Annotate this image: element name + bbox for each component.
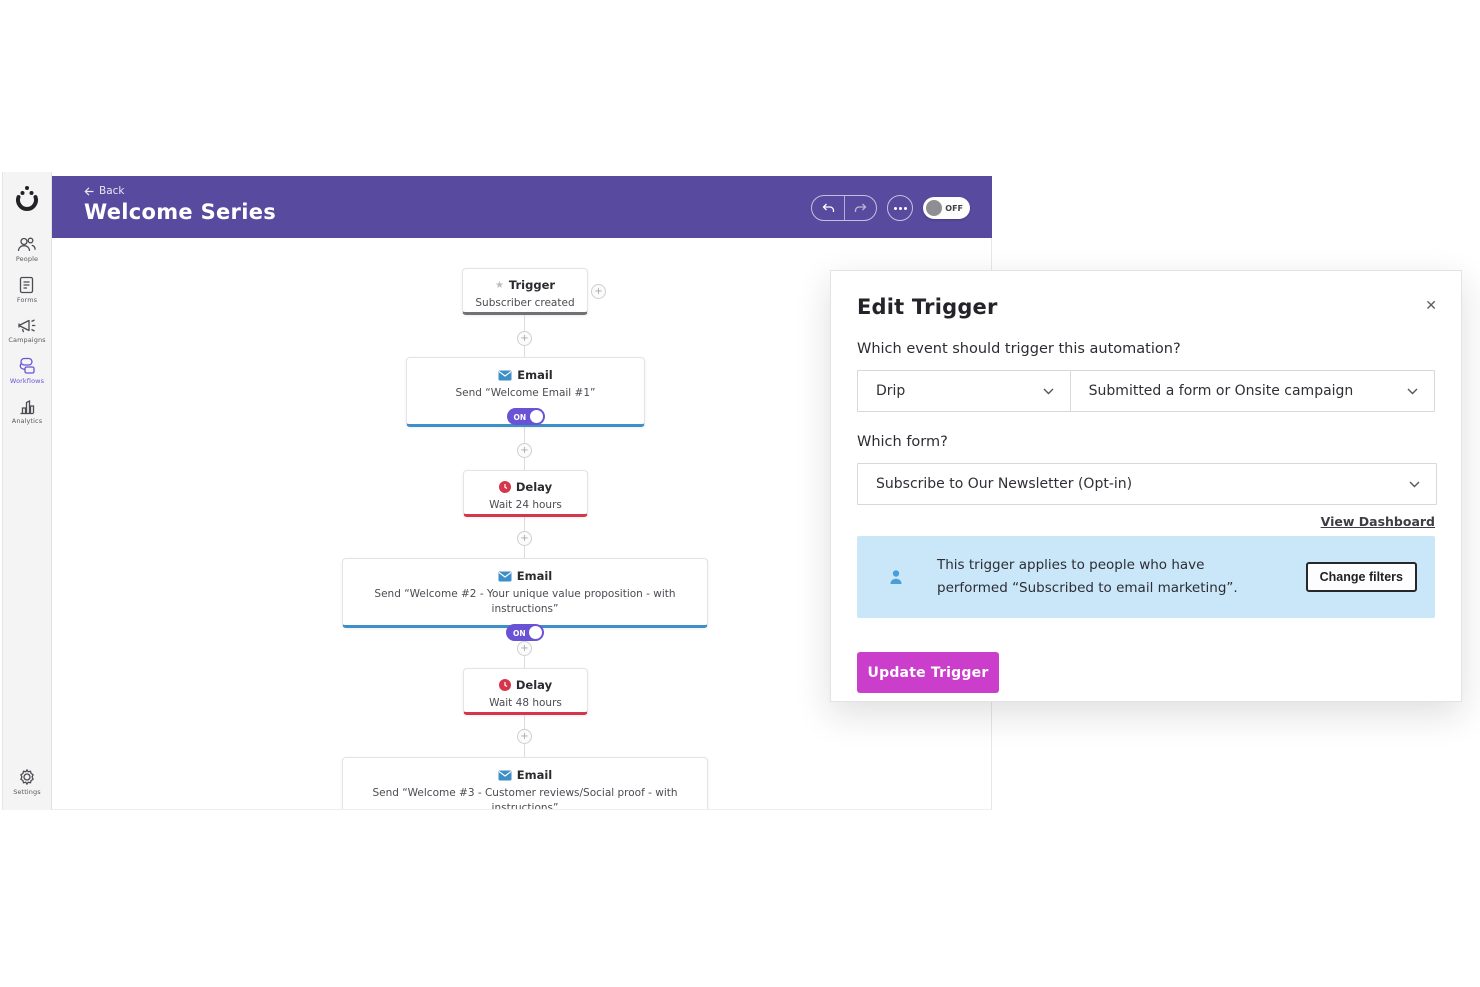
email-status-toggle[interactable]: ON	[506, 408, 545, 426]
toggle-knob	[926, 200, 942, 216]
undo-icon	[822, 203, 834, 212]
add-step-button[interactable]: +	[517, 531, 532, 546]
update-trigger-button[interactable]: Update Trigger	[857, 652, 999, 693]
header-controls: OFF	[811, 195, 970, 221]
node-subtitle: Send “Welcome #3 - Customer reviews/Soci…	[372, 787, 678, 810]
page-title: Welcome Series	[84, 200, 277, 224]
forms-icon	[19, 276, 34, 294]
sidebar-item-label: Settings	[13, 788, 41, 796]
provider-select[interactable]: Drip	[857, 370, 1071, 412]
trigger-node[interactable]: ★ Trigger Subscriber created	[462, 268, 588, 315]
add-step-button[interactable]: +	[517, 443, 532, 458]
chevron-down-icon	[1407, 388, 1418, 394]
redo-icon	[854, 203, 867, 212]
add-branch-button[interactable]: +	[591, 284, 606, 299]
email-icon	[498, 370, 512, 380]
event-select[interactable]: Submitted a form or Onsite campaign	[1069, 370, 1435, 412]
node-type-label: Delay	[515, 678, 553, 692]
add-step-button[interactable]: +	[517, 331, 532, 346]
node-subtitle: Wait 48 hours	[489, 697, 562, 709]
email-icon	[498, 571, 512, 581]
toggle-knob	[529, 626, 542, 640]
event-question-label: Which event should trigger this automati…	[857, 341, 1181, 357]
sidebar-item-label: People	[15, 255, 39, 263]
sidebar-item-people[interactable]: People	[16, 236, 38, 263]
person-icon	[890, 570, 902, 584]
connector-line	[524, 293, 525, 809]
change-filters-button[interactable]: Change filters	[1305, 562, 1417, 592]
chevron-down-icon	[1043, 388, 1054, 394]
sidebar-item-label: Forms	[16, 296, 38, 304]
view-dashboard-link[interactable]: View Dashboard	[1320, 514, 1435, 529]
arrow-left-icon	[84, 186, 94, 196]
toggle-label: ON	[513, 412, 527, 422]
email-node-2[interactable]: Email Send “Welcome #2 - Your unique val…	[342, 558, 708, 642]
star-icon: ★	[494, 279, 504, 291]
email-node-3[interactable]: Email Send “Welcome #3 - Customer review…	[342, 757, 708, 810]
gear-icon	[18, 768, 36, 786]
node-type-label: Email	[516, 569, 553, 583]
event-selected-value: Submitted a form or Onsite campaign	[1088, 383, 1354, 399]
sidebar-item-label: Campaigns	[8, 336, 46, 344]
node-subtitle: Subscriber created	[475, 297, 575, 309]
email-node-1[interactable]: Email Send “Welcome Email #1” ON	[406, 357, 645, 427]
redo-button[interactable]	[844, 196, 876, 220]
trigger-filter-info-box: This trigger applies to people who have …	[857, 536, 1435, 618]
node-type-label: Delay	[515, 480, 553, 494]
clock-icon	[498, 481, 511, 493]
form-selected-value: Subscribe to Our Newsletter (Opt-in)	[876, 476, 1133, 492]
add-step-button[interactable]: +	[517, 729, 532, 744]
sidebar-item-label: Workflows	[9, 377, 45, 385]
provider-selected-value: Drip	[876, 383, 906, 399]
sidebar-item-settings[interactable]: Settings	[13, 768, 41, 796]
delay-node-1[interactable]: Delay Wait 24 hours	[463, 470, 588, 517]
sidebar-item-workflows[interactable]: Workflows	[10, 357, 44, 385]
node-subtitle: Wait 24 hours	[489, 499, 562, 511]
sidebar-item-campaigns[interactable]: Campaigns	[8, 317, 46, 344]
undo-redo-group	[811, 195, 877, 221]
ellipsis-icon	[893, 206, 897, 210]
back-button[interactable]: Back	[84, 185, 125, 197]
toggle-label: OFF	[945, 204, 963, 213]
sidebar-item-analytics[interactable]: Analytics	[12, 398, 42, 425]
event-select-row: Drip Submitted a form or Onsite campaign	[857, 370, 1435, 412]
workflow-header: Back Welcome Series	[52, 176, 992, 238]
email-status-toggle[interactable]: ON	[506, 624, 544, 642]
close-icon[interactable]: ✕	[1425, 298, 1437, 314]
sidebar-item-label: Analytics	[11, 417, 43, 425]
add-step-button[interactable]: +	[517, 641, 532, 656]
toggle-knob	[529, 410, 543, 424]
trigger-filter-info-text: This trigger applies to people who have …	[937, 557, 1238, 596]
delay-node-2[interactable]: Delay Wait 48 hours	[463, 668, 588, 715]
workflow-status-toggle[interactable]: OFF	[923, 197, 970, 219]
workflow-icon	[17, 357, 37, 375]
drip-logo-icon[interactable]	[14, 184, 40, 218]
toggle-label: ON	[513, 628, 526, 638]
megaphone-icon	[17, 317, 37, 334]
modal-title: Edit Trigger	[857, 295, 998, 319]
sidebar: People Forms Campaigns	[2, 172, 52, 810]
node-subtitle: Send “Welcome Email #1”	[455, 387, 596, 399]
node-subtitle: Send “Welcome #2 - Your unique value pro…	[374, 588, 676, 616]
sidebar-item-forms[interactable]: Forms	[17, 276, 37, 304]
undo-button[interactable]	[812, 196, 844, 220]
bar-chart-icon	[18, 398, 36, 415]
back-label: Back	[99, 185, 125, 197]
more-options-button[interactable]	[887, 195, 913, 221]
form-select[interactable]: Subscribe to Our Newsletter (Opt-in)	[857, 463, 1437, 505]
clock-icon	[498, 679, 511, 691]
email-icon	[498, 770, 512, 780]
node-type-label: Email	[516, 768, 553, 782]
node-type-label: Email	[517, 368, 553, 382]
form-question-label: Which form?	[857, 434, 948, 450]
chevron-down-icon	[1409, 481, 1420, 487]
node-type-label: Trigger	[508, 278, 556, 292]
edit-trigger-modal: Edit Trigger ✕ Which event should trigge…	[830, 270, 1462, 702]
people-icon	[17, 236, 37, 253]
